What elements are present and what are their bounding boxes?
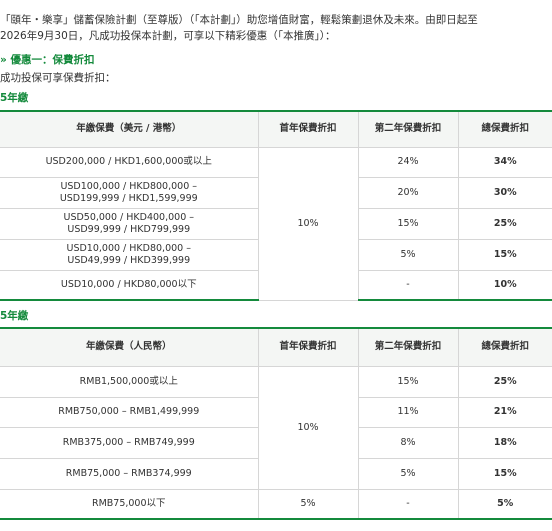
cell: RMB375,000 – RMB749,999 — [0, 426, 259, 459]
cell: RMB1,500,000或以上 — [0, 365, 259, 398]
table-heading: 5年繳 — [0, 310, 29, 322]
cell: 11% — [357, 396, 459, 428]
cell: 5% — [257, 488, 359, 520]
cell: 10% — [257, 146, 359, 301]
cell: 10% — [257, 365, 359, 490]
cell: 10% — [457, 269, 552, 301]
cell: 15% — [457, 457, 552, 490]
section-title: 優惠一：保費折扣 — [10, 54, 95, 66]
cell: 25% — [457, 207, 552, 240]
cell: 15% — [357, 207, 459, 240]
cell: 5% — [357, 457, 459, 490]
chevron-icon: » — [0, 54, 7, 66]
cell: USD50,000 / HKD400,000 – USD99,999 / HKD… — [0, 207, 259, 240]
cell: 15% — [457, 238, 552, 271]
header-cell: 首年保費折扣 — [257, 327, 359, 367]
cell: 18% — [457, 426, 552, 459]
cell: USD100,000 / HKD800,000 – USD199,999 / H… — [0, 176, 259, 209]
cell: RMB750,000 – RMB1,499,999 — [0, 396, 259, 428]
cell: 20% — [357, 176, 459, 209]
header-cell: 總保費折扣 — [457, 327, 552, 367]
header-cell: 第二年保費折扣 — [357, 110, 459, 148]
header-cell: 年繳保費（人民幣） — [0, 327, 259, 367]
table-heading: 5年繳 — [0, 92, 29, 104]
cell: USD10,000 / HKD80,000以下 — [0, 269, 259, 301]
cell: 25% — [457, 365, 552, 398]
cell: 5% — [457, 488, 552, 520]
intro-text: 「頤年・樂享」儲蓄保險計劃（至尊版）（「本計劃」）助您增值財富，輕鬆策劃退休及未… — [0, 14, 478, 42]
cell: - — [357, 488, 459, 520]
cell: RMB75,000 – RMB374,999 — [0, 457, 259, 490]
section-subtitle: 成功投保可享保費折扣： — [0, 72, 116, 84]
section-title-wrap: » 優惠一：保費折扣 — [0, 52, 94, 67]
discount-table: 年繳保費（人民幣） 首年保費折扣 第二年保費折扣 總保費折扣 RMB1,500,000… — [0, 327, 552, 520]
header-cell: 年繳保費（美元 / 港幣） — [0, 110, 259, 148]
cell: USD200,000 / HKD1,600,000或以上 — [0, 146, 259, 178]
header-cell: 總保費折扣 — [457, 110, 552, 148]
cell: 24% — [357, 146, 459, 178]
discount-table: 年繳保費（美元 / 港幣） 首年保費折扣 第二年保費折扣 總保費折扣 USD200,0… — [0, 110, 552, 301]
cell: 34% — [457, 146, 552, 178]
cell: 15% — [357, 365, 459, 398]
cell: USD10,000 / HKD80,000 – USD49,999 / HKD3… — [0, 238, 259, 271]
cell: 21% — [457, 396, 552, 428]
cell: 8% — [357, 426, 459, 459]
cell: 5% — [357, 238, 459, 271]
cell: RMB75,000以下 — [0, 488, 259, 520]
header-cell: 首年保費折扣 — [257, 110, 359, 148]
cell: 30% — [457, 176, 552, 209]
cell: - — [357, 269, 459, 301]
header-cell: 第二年保費折扣 — [357, 327, 459, 367]
